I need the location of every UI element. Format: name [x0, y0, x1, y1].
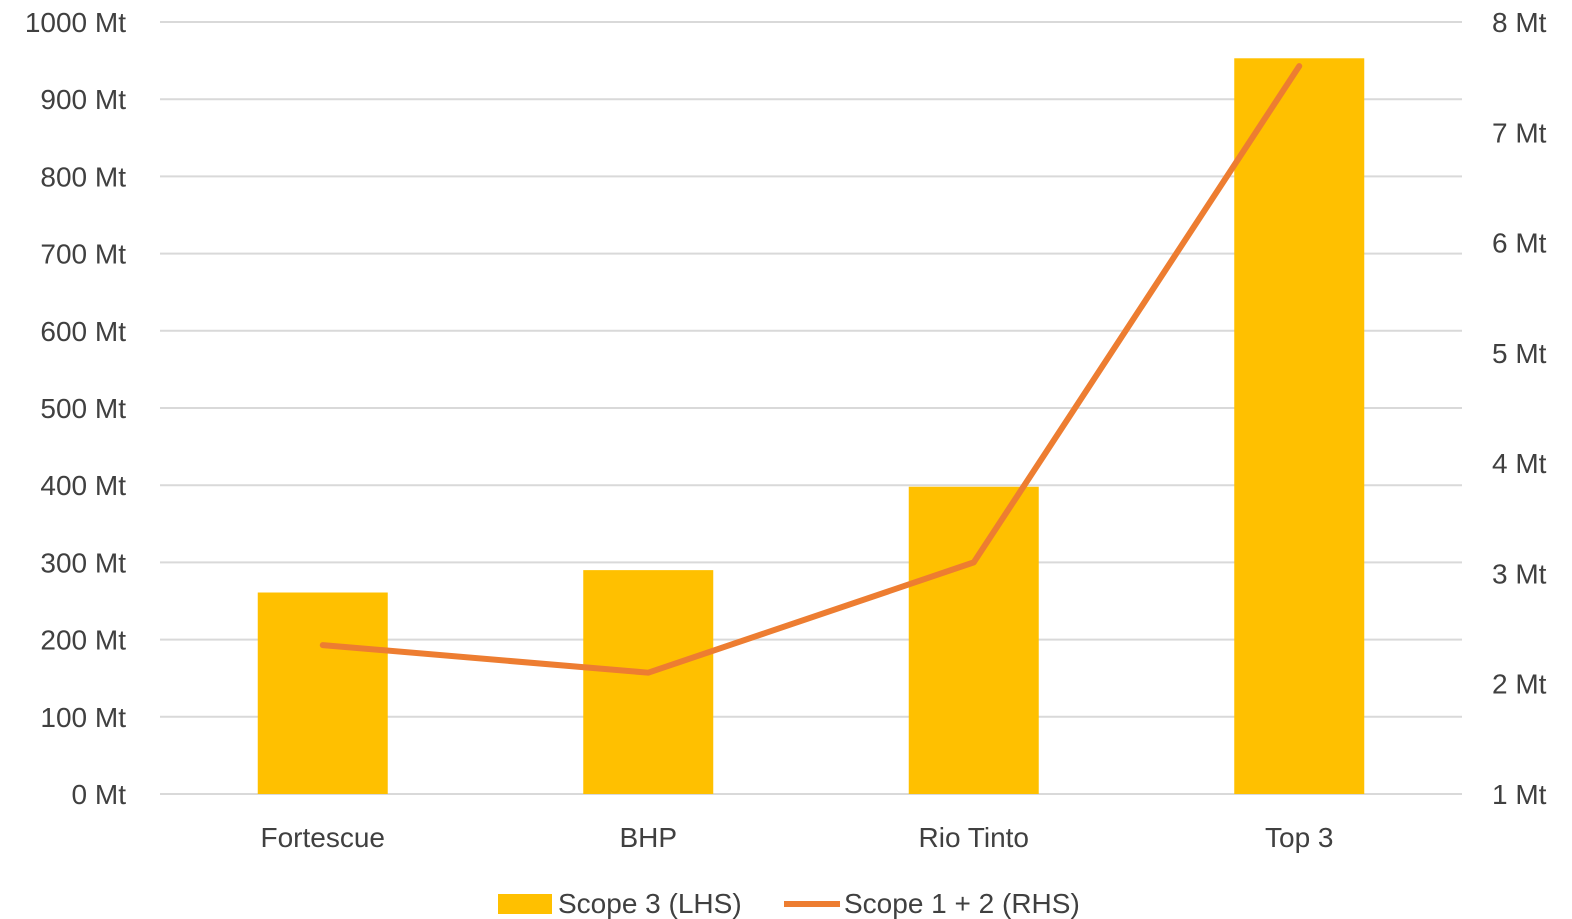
legend-swatch-scope3	[498, 894, 552, 914]
bar	[583, 570, 714, 794]
legend: Scope 3 (LHS) Scope 1 + 2 (RHS)	[498, 888, 1080, 919]
left-tick-label: 1000 Mt	[25, 7, 126, 38]
right-tick-label: 5 Mt	[1492, 338, 1547, 369]
category-label: Fortescue	[261, 822, 386, 853]
right-tick-label: 3 Mt	[1492, 558, 1547, 589]
category-label: Rio Tinto	[919, 822, 1030, 853]
line-series	[319, 63, 1303, 676]
right-tick-label: 8 Mt	[1492, 7, 1547, 38]
legend-label-scope3: Scope 3 (LHS)	[558, 888, 742, 919]
right-tick-label: 6 Mt	[1492, 228, 1547, 259]
left-tick-label: 700 Mt	[40, 239, 126, 270]
left-axis: 0 Mt 100 Mt 200 Mt 300 Mt 400 Mt 500 Mt 600 Mt…	[25, 7, 126, 810]
bar-series	[257, 58, 1365, 795]
left-tick-label: 200 Mt	[40, 625, 126, 656]
series-line	[319, 63, 1303, 676]
right-tick-label: 4 Mt	[1492, 448, 1547, 479]
left-tick-label: 400 Mt	[40, 470, 126, 501]
right-tick-label: 1 Mt	[1492, 779, 1547, 810]
left-tick-label: 900 Mt	[40, 84, 126, 115]
right-axis: 1 Mt 2 Mt 3 Mt 4 Mt 5 Mt 6 Mt 7 Mt 8 Mt	[1492, 7, 1547, 810]
category-label: BHP	[619, 822, 677, 853]
category-axis: Fortescue BHP Rio Tinto Top 3	[261, 822, 1334, 853]
right-tick-label: 7 Mt	[1492, 117, 1547, 148]
left-tick-label: 0 Mt	[72, 779, 127, 810]
left-tick-label: 600 Mt	[40, 316, 126, 347]
right-tick-label: 2 Mt	[1492, 669, 1547, 700]
legend-label-scope12: Scope 1 + 2 (RHS)	[844, 888, 1080, 919]
left-tick-label: 300 Mt	[40, 547, 126, 578]
bar	[908, 486, 1039, 794]
bar	[1234, 58, 1365, 795]
left-tick-label: 500 Mt	[40, 393, 126, 424]
left-tick-label: 100 Mt	[40, 702, 126, 733]
category-label: Top 3	[1265, 822, 1334, 853]
left-tick-label: 800 Mt	[40, 161, 126, 192]
bar	[257, 592, 388, 794]
